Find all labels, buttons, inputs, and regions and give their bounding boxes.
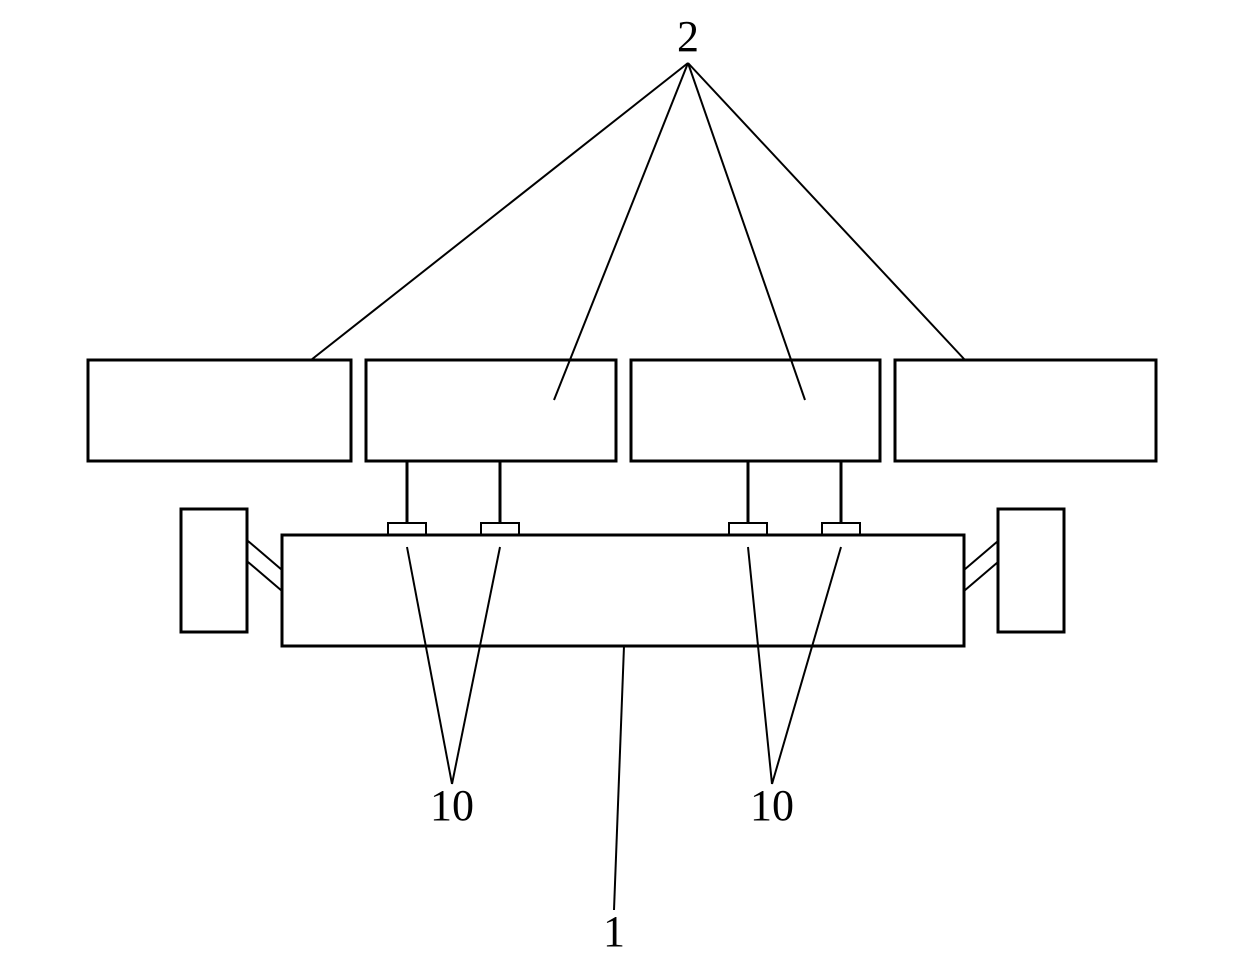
label-2: 2 xyxy=(677,12,699,61)
central-body xyxy=(282,535,964,646)
canvas-bg xyxy=(0,0,1240,957)
label-1: 1 xyxy=(603,907,625,956)
pad-1 xyxy=(388,523,426,535)
pad-3 xyxy=(729,523,767,535)
pad-4 xyxy=(822,523,860,535)
pad-2 xyxy=(481,523,519,535)
label-10-right: 10 xyxy=(750,781,794,830)
technical-diagram: 2 10 10 1 xyxy=(0,0,1240,957)
label-10-left: 10 xyxy=(430,781,474,830)
